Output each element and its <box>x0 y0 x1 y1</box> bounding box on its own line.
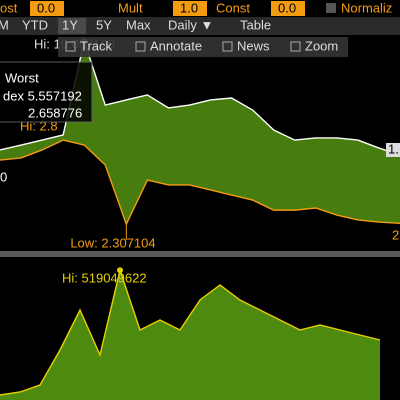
series-line <box>0 267 381 396</box>
period-tab[interactable]: Daily ▼ <box>168 17 213 32</box>
field-box[interactable] <box>271 1 305 16</box>
legend-title: Worst <box>5 70 39 85</box>
field-value: 1.0 <box>180 0 198 15</box>
checkbox[interactable] <box>326 3 336 13</box>
low-label: Low: 2.307104 <box>70 235 155 250</box>
period-tab[interactable]: Table <box>240 17 271 32</box>
panel-divider <box>0 251 400 257</box>
field-value: 0.0 <box>37 0 55 15</box>
tool-bar <box>58 37 348 57</box>
tool-button[interactable]: Annotate <box>150 38 202 53</box>
period-tab[interactable]: 1Y <box>62 17 78 32</box>
hi-label: Hi: 519049622 <box>62 270 147 285</box>
legend-line: dex 5.557192 <box>3 88 82 103</box>
field-label: ost <box>0 0 18 15</box>
volume-chart: Hi: 519049622 <box>0 267 381 400</box>
series-line <box>0 139 400 227</box>
tool-button[interactable]: Zoom <box>305 38 338 53</box>
tool-icon <box>65 41 76 52</box>
normalize-label: Normaliz <box>341 0 392 15</box>
tool-icon <box>290 41 301 52</box>
tool-icon <box>135 41 146 52</box>
ui-layer: ost 0.0 Mult 1.0 Const 0.0 Normaliz M YTD 1Y 5Y Max… <box>0 0 392 123</box>
period-tab[interactable]: 5Y <box>96 17 112 32</box>
right-label: 1. <box>388 141 399 156</box>
area-fill <box>0 41 400 225</box>
period-bar <box>0 17 400 35</box>
legend-box <box>0 61 93 123</box>
field-label: Const <box>216 0 250 15</box>
period-tab[interactable]: Max <box>126 17 151 32</box>
tool-button[interactable]: News <box>237 38 270 53</box>
period-tab[interactable]: YTD <box>22 17 48 32</box>
right-label: 2 <box>392 227 399 242</box>
left-label: 0 <box>0 169 7 184</box>
tab-active <box>58 18 86 34</box>
right-tag <box>386 143 400 157</box>
area-fill <box>0 270 380 400</box>
hi-marker <box>117 267 123 274</box>
tool-button[interactable]: Track <box>80 38 113 53</box>
field-label: Mult <box>118 0 143 15</box>
legend-line: 2.658776 <box>28 105 82 120</box>
tool-icon <box>222 41 233 52</box>
field-box[interactable] <box>30 1 64 16</box>
field-box[interactable] <box>173 1 207 16</box>
field-value: 0.0 <box>278 0 296 15</box>
period-tab[interactable]: M <box>0 17 9 32</box>
